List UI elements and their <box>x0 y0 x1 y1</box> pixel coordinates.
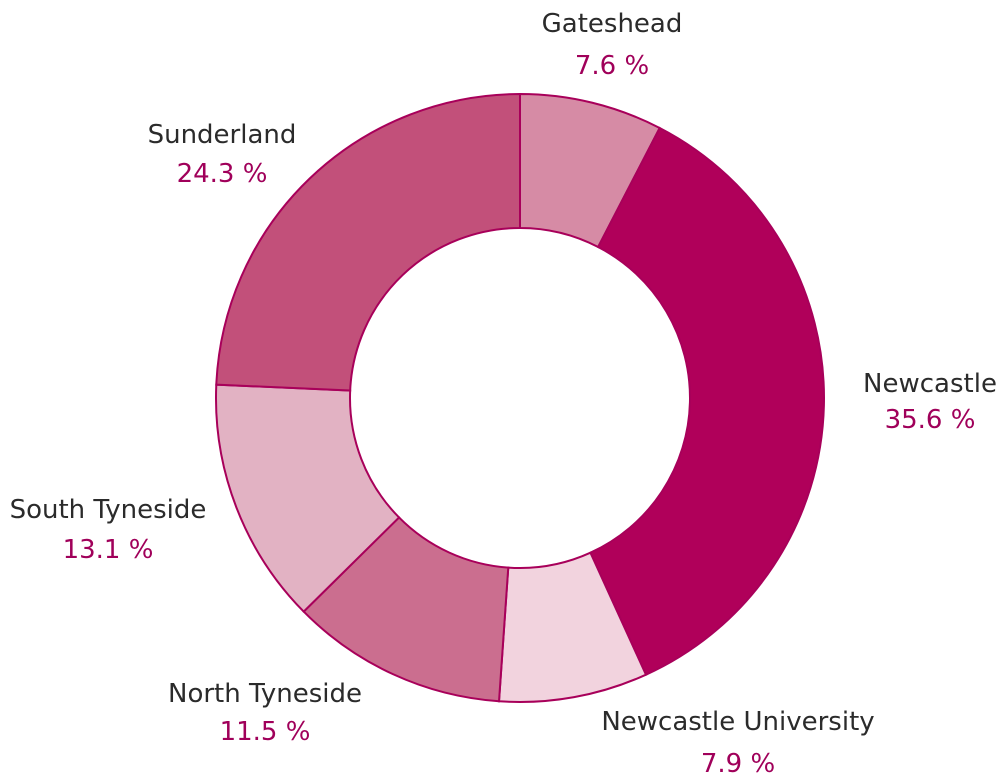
slice-sunderland <box>215 92 521 392</box>
slice-value-south-tyneside: 13.1 % <box>63 535 154 565</box>
slice-label-sunderland: Sunderland <box>148 120 297 150</box>
slice-value-newcastle-university: 7.9 % <box>701 749 775 774</box>
slice-label-newcastle: Newcastle <box>863 369 997 399</box>
slice-label-gateshead: Gateshead <box>542 9 683 39</box>
slice-label-south-tyneside: South Tyneside <box>10 495 207 525</box>
slice-south-tyneside <box>215 383 401 614</box>
slice-value-gateshead: 7.6 % <box>575 51 649 81</box>
labels-group: Gateshead 7.6 % Newcastle 35.6 % Newcastle U… <box>10 9 997 774</box>
slice-value-newcastle: 35.6 % <box>885 405 976 435</box>
slice-value-sunderland: 24.3 % <box>177 159 268 189</box>
slice-label-north-tyneside: North Tyneside <box>168 679 362 709</box>
slice-value-north-tyneside: 11.5 % <box>220 717 311 747</box>
slice-newcastle <box>589 126 825 676</box>
slices-group <box>215 92 825 703</box>
slice-label-newcastle-university: Newcastle University <box>601 707 874 737</box>
